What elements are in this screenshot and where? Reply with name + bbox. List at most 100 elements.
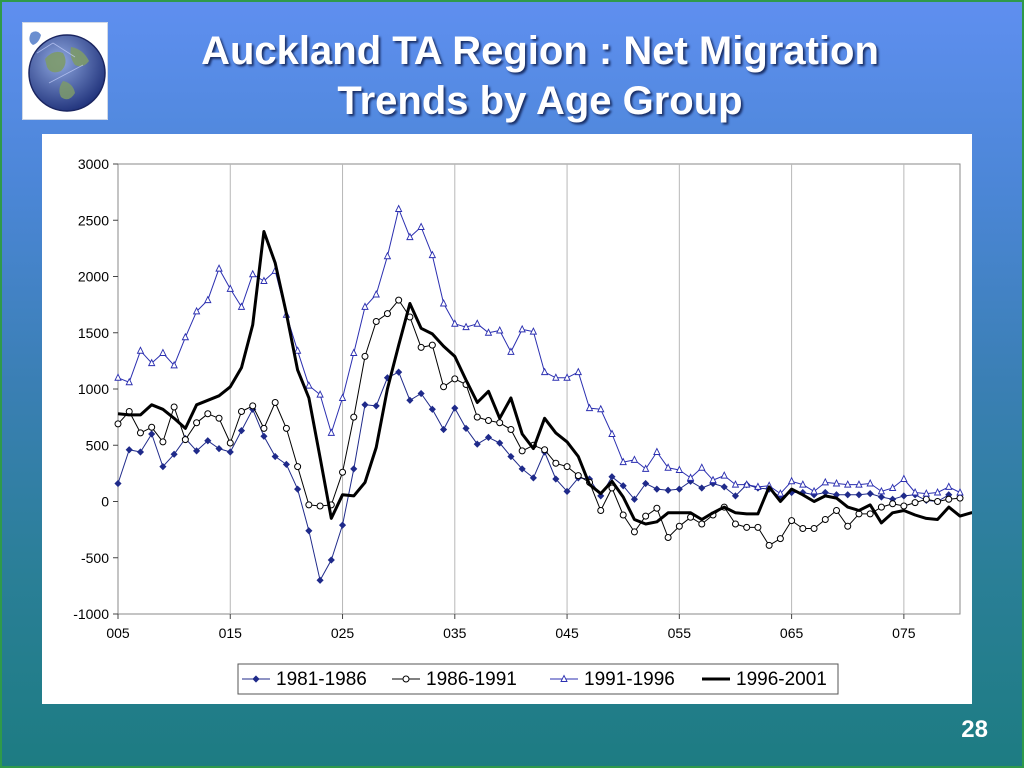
data-point (125, 446, 133, 454)
data-point (945, 482, 953, 490)
data-point (911, 499, 919, 507)
legend-label: 1991-1996 (584, 669, 675, 690)
data-point (956, 494, 964, 502)
data-point (350, 348, 358, 356)
data-point (193, 419, 201, 427)
data-point (316, 576, 324, 584)
data-point (114, 420, 122, 428)
data-point (147, 358, 156, 367)
data-point (148, 423, 156, 431)
data-point (417, 343, 425, 351)
data-point (159, 348, 167, 356)
data-point (361, 302, 369, 310)
line-chart: 3000 2500 2000 1500 1000 500 0 -500 -1000 005 015 0… (73, 156, 983, 695)
y-tick-label: -1000 (73, 606, 109, 622)
data-point (653, 447, 661, 455)
data-point (653, 485, 661, 493)
data-point (934, 498, 942, 505)
data-point (181, 332, 190, 341)
data-point (552, 373, 560, 381)
data-point (518, 465, 526, 473)
data-point (305, 527, 313, 535)
data-point (597, 492, 605, 500)
y-tick-label: 2000 (78, 269, 109, 285)
data-point (462, 322, 470, 331)
data-point (563, 463, 571, 471)
data-point (529, 474, 537, 482)
data-point (170, 360, 178, 369)
data-point (776, 535, 784, 543)
data-point (496, 419, 504, 427)
data-point (922, 489, 931, 497)
data-point (664, 486, 672, 494)
legend (237, 663, 839, 695)
data-point (361, 352, 369, 360)
data-point (440, 425, 448, 434)
data-point (518, 324, 526, 333)
data-point (406, 396, 414, 404)
data-point (743, 523, 751, 531)
data-point (271, 452, 279, 461)
data-point (473, 440, 481, 448)
y-tick-label: 1000 (78, 381, 109, 397)
data-point (810, 525, 818, 532)
y-tick-label: 2500 (78, 212, 109, 228)
data-point (742, 480, 751, 488)
data-point (833, 507, 841, 514)
data-point (642, 512, 650, 520)
data-point (192, 306, 201, 315)
data-point (338, 393, 347, 401)
x-tick-label: 025 (331, 625, 355, 641)
legend-label: 1986-1991 (426, 669, 517, 690)
legend-label: 1981-1986 (276, 669, 367, 690)
data-point (114, 373, 122, 381)
data-point (866, 510, 874, 518)
data-point (439, 298, 448, 307)
data-point (720, 471, 728, 479)
globe-icon (28, 31, 106, 112)
data-point (698, 484, 706, 492)
data-point (394, 204, 403, 212)
data-point (698, 463, 706, 471)
data-point (136, 429, 144, 437)
data-point (731, 480, 740, 488)
data-point (193, 447, 201, 455)
x-tick-label: 055 (668, 625, 692, 641)
data-point (541, 446, 549, 454)
data-point (709, 475, 717, 484)
data-point (125, 377, 133, 386)
x-tick-label: 075 (892, 625, 916, 641)
data-point (821, 516, 829, 523)
data-point (148, 430, 156, 438)
data-point (720, 483, 728, 491)
data-point (877, 486, 886, 495)
data-point (563, 373, 571, 381)
data-point (630, 455, 639, 463)
data-point (350, 413, 358, 421)
data-point (495, 325, 504, 334)
data-point (776, 489, 785, 497)
data-point (204, 437, 212, 445)
data-point (417, 222, 425, 230)
data-point (855, 480, 863, 488)
data-point (417, 389, 425, 398)
data-point (338, 521, 347, 529)
data-point (731, 520, 739, 528)
data-point (372, 289, 380, 298)
data-point (406, 232, 414, 241)
data-point (630, 528, 638, 536)
data-point (933, 487, 942, 496)
title-line-1: Auckland TA Region : Net Migration (201, 29, 879, 73)
legend-label: 1996-2001 (736, 669, 827, 690)
data-point (372, 402, 380, 410)
data-point (574, 367, 583, 376)
data-point (552, 459, 560, 467)
data-point (252, 675, 260, 683)
slide-title: Auckland TA Region : Net Migration Trend… (120, 26, 960, 126)
data-point (675, 485, 683, 493)
page-number: 28 (961, 716, 988, 743)
data-point (900, 502, 908, 510)
data-point (844, 491, 852, 499)
data-point (271, 399, 279, 406)
data-point (574, 472, 582, 480)
